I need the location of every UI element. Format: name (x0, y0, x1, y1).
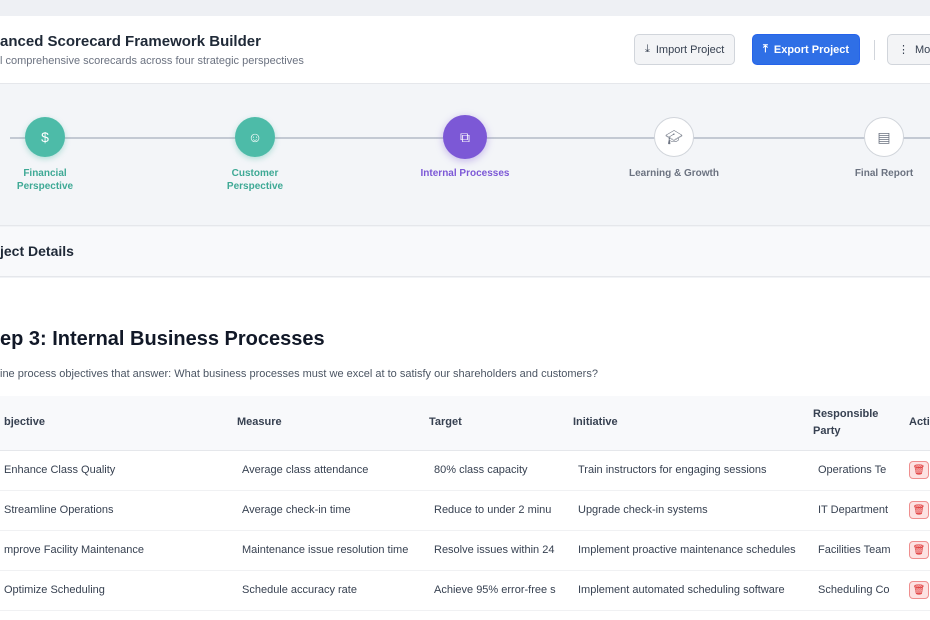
target-cell[interactable]: Achieve 95% error-free s (425, 570, 569, 611)
step-label: Learning & Growth (629, 168, 719, 179)
section-description: ine process objectives that answer: What… (0, 368, 598, 380)
initiative-cell[interactable]: Implement automated scheduling software (569, 570, 809, 611)
responsible-cell[interactable]: Facilities Team (809, 530, 905, 571)
app-subtitle: l comprehensive scorecards across four s… (0, 55, 304, 67)
export-project-button[interactable]: ⤒ Export Project (752, 34, 861, 65)
target-cell[interactable]: 80% class capacity (425, 450, 569, 491)
app-header: anced Scorecard Framework Builder l comp… (0, 16, 930, 84)
objective-cell[interactable]: mprove Facility Maintenance (0, 530, 233, 571)
delete-button[interactable]: 🗑︎ (909, 541, 929, 559)
actions-cell: 🗑︎ (905, 450, 930, 491)
actions-cell: 🗑︎ (905, 490, 930, 531)
more-button[interactable]: ⋮ Mo (887, 34, 930, 65)
objective-cell[interactable]: Enhance Class Quality (0, 450, 233, 491)
app-title: anced Scorecard Framework Builder (0, 33, 261, 50)
col-responsible: Responsible Party (809, 396, 905, 451)
main-content: ep 3: Internal Business Processes ine pr… (0, 278, 930, 620)
delete-button[interactable]: 🗑︎ (909, 581, 929, 599)
step-financial[interactable]: $ Financial Perspective (0, 117, 90, 193)
target-cell[interactable]: Resolve issues within 24 (425, 530, 569, 571)
step-learning[interactable]: 🎓︎ Learning & Growth (629, 117, 719, 180)
trash-icon: 🗑︎ (912, 464, 926, 476)
divider (874, 40, 875, 60)
target-cell[interactable]: Reduce to under 2 minu (425, 490, 569, 531)
step-label: Customer Perspective (226, 168, 284, 192)
process-icon: ⧉ (443, 115, 487, 159)
initiative-cell[interactable]: Train instructors for engaging sessions (569, 450, 809, 491)
measure-cell[interactable]: Average class attendance (233, 450, 425, 491)
export-label: Export Project (773, 43, 850, 56)
responsible-cell[interactable]: Scheduling Co (809, 570, 905, 611)
measure-cell[interactable]: Average check-in time (233, 490, 425, 531)
objectives-table: bjective Measure Target Initiative Respo… (0, 396, 930, 611)
step-internal[interactable]: ⧉ Internal Processes (420, 115, 510, 180)
user-icon: ☺ (235, 117, 275, 157)
table-row: Optimize Scheduling Schedule accuracy rat… (0, 570, 930, 611)
responsible-cell[interactable]: IT Department (809, 490, 905, 531)
step-customer[interactable]: ☺ Customer Perspective (210, 117, 300, 193)
objective-cell[interactable]: Optimize Scheduling (0, 570, 233, 611)
trash-icon: 🗑︎ (912, 544, 926, 556)
project-details-toggle[interactable]: ject Details (0, 227, 930, 277)
table-row: mprove Facility Maintenance Maintenance i… (0, 530, 930, 571)
import-project-button[interactable]: ⤓ Import Project (634, 34, 736, 65)
delete-button[interactable]: 🗑︎ (909, 501, 929, 519)
actions-cell: 🗑︎ (905, 530, 930, 571)
section-title: ep 3: Internal Business Processes (0, 328, 325, 350)
initiative-cell[interactable]: Upgrade check-in systems (569, 490, 809, 531)
table-row: Enhance Class Quality Average class atten… (0, 450, 930, 491)
objective-cell[interactable]: Streamline Operations (0, 490, 233, 531)
more-label: Mo (915, 43, 930, 56)
document-icon: ▤ (864, 117, 904, 157)
graduation-cap-icon: 🎓︎ (654, 117, 694, 157)
responsible-cell[interactable]: Operations Te (809, 450, 905, 491)
col-objective: bjective (0, 396, 233, 451)
col-actions: Actio (905, 396, 930, 451)
col-measure: Measure (233, 396, 425, 451)
table-row: Streamline Operations Average check-in ti… (0, 490, 930, 531)
col-target: Target (425, 396, 569, 451)
dollar-icon: $ (25, 117, 65, 157)
actions-cell: 🗑︎ (905, 570, 930, 611)
progress-stepper: $ Financial Perspective ☺ Customer Perspec… (0, 84, 930, 226)
step-label: Financial Perspective (16, 168, 74, 192)
trash-icon: 🗑︎ (912, 584, 926, 596)
top-strip (0, 0, 930, 16)
step-label: Final Report (854, 168, 914, 179)
step-final-report[interactable]: ▤ Final Report (839, 117, 929, 180)
step-label: Internal Processes (420, 168, 510, 179)
initiative-cell[interactable]: Implement proactive maintenance schedule… (569, 530, 809, 571)
upload-icon: ⤒ (763, 43, 768, 55)
measure-cell[interactable]: Schedule accuracy rate (233, 570, 425, 611)
details-title: ject Details (0, 243, 74, 259)
import-label: Import Project (655, 43, 725, 56)
download-icon: ⤓ (645, 43, 650, 55)
trash-icon: 🗑︎ (912, 504, 926, 516)
more-icon: ⋮ (898, 44, 909, 56)
delete-button[interactable]: 🗑︎ (909, 461, 929, 479)
measure-cell[interactable]: Maintenance issue resolution time (233, 530, 425, 571)
col-initiative: Initiative (569, 396, 809, 451)
